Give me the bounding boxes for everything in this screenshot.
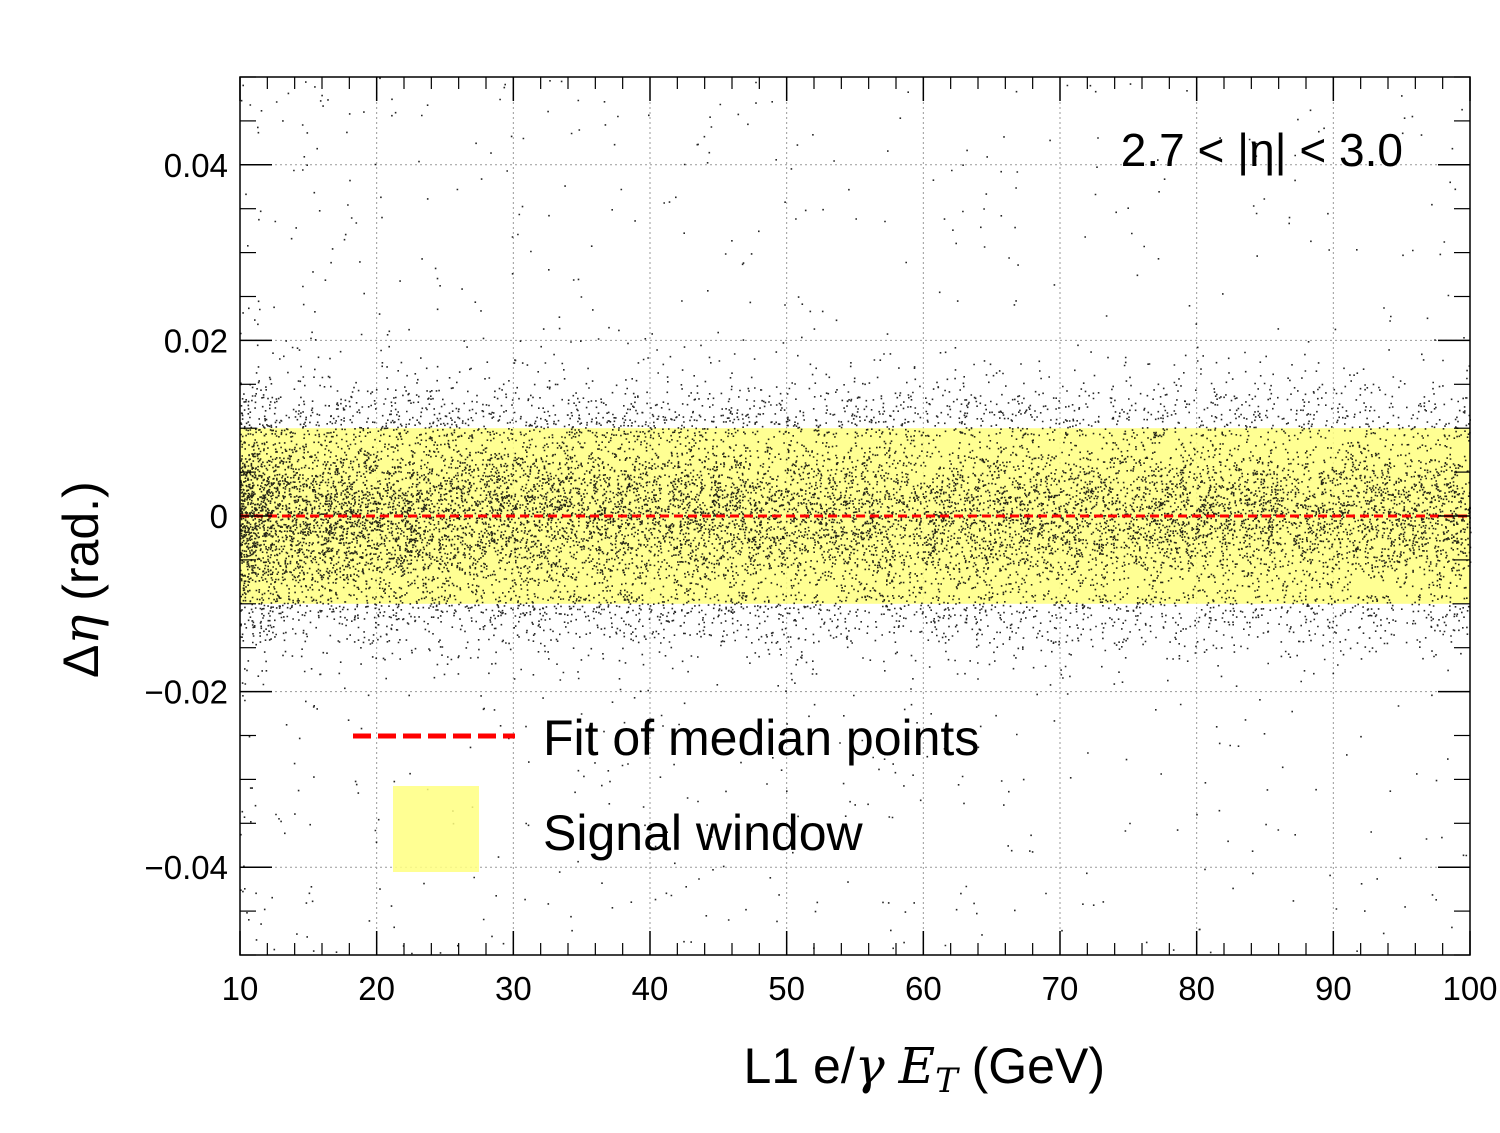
x-axis-title-space [885, 1038, 899, 1094]
y-axis-title-eta: η [52, 615, 110, 645]
x-tick-label: 50 [768, 970, 805, 1007]
legend-signal-window-swatch [393, 786, 479, 872]
x-axis-title-e: E [898, 1037, 936, 1095]
x-axis-title-gamma: γ [855, 1037, 885, 1095]
x-axis-title: L1 e/γ ET (GeV) [744, 1037, 1105, 1101]
x-axis-title-post: (GeV) [958, 1038, 1105, 1094]
y-axis-title: Δη (rad.) [52, 481, 110, 678]
y-tick-label: 0.02 [164, 322, 228, 359]
x-tick-label: 10 [222, 970, 259, 1007]
legend-fit-label: Fit of median points [543, 710, 979, 766]
x-axis-title-sub: T [935, 1061, 960, 1101]
y-axis-title-post: (rad.) [53, 481, 109, 614]
plot-frame [239, 76, 1471, 956]
x-axis-title-pre: L1 e/ [744, 1038, 855, 1094]
x-tick-label: 100 [1442, 970, 1497, 1007]
eta-range-annotation: 2.7 < |η| < 3.0 [1121, 124, 1403, 176]
y-tick-labels: −0.04 −0.02 0 0.02 0.04 [145, 147, 229, 886]
x-tick-labels: 10 20 30 40 50 60 70 80 90 100 [222, 970, 1498, 1007]
x-tick-label: 70 [1042, 970, 1079, 1007]
x-tick-label: 20 [358, 970, 395, 1007]
y-tick-label: 0 [210, 498, 228, 535]
x-tick-label: 80 [1178, 970, 1215, 1007]
y-tick-label: 0.04 [164, 147, 228, 184]
legend: Fit of median points Signal window [353, 710, 979, 872]
legend-signal-window-label: Signal window [543, 805, 864, 861]
x-tick-label: 30 [495, 970, 532, 1007]
y-tick-label: −0.02 [145, 674, 229, 711]
x-tick-label: 90 [1315, 970, 1352, 1007]
y-axis-title-delta: Δ [53, 645, 109, 678]
y-tick-label: −0.04 [145, 849, 229, 886]
x-tick-label: 40 [632, 970, 669, 1007]
x-tick-label: 60 [905, 970, 942, 1007]
